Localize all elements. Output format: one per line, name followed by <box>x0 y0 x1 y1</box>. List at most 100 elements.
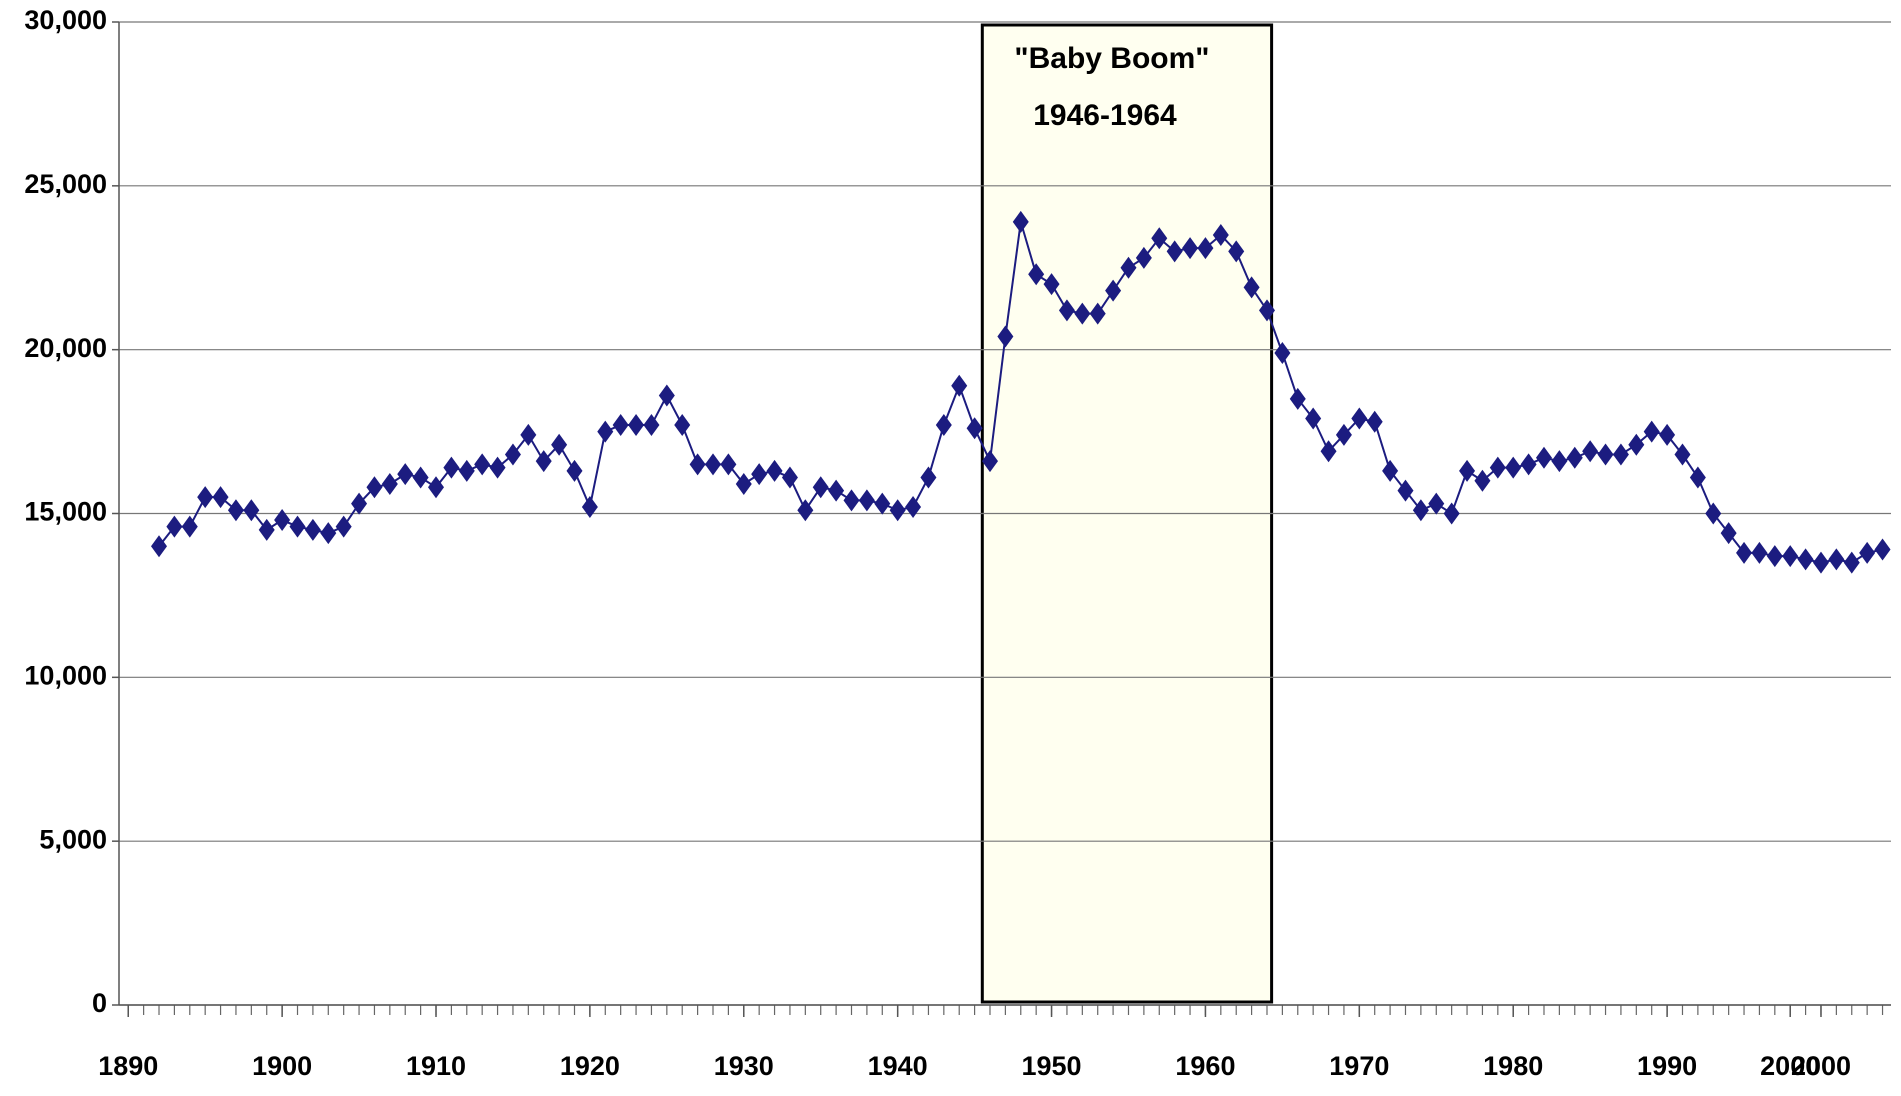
marker <box>1674 443 1691 466</box>
marker <box>874 492 891 515</box>
marker <box>1151 227 1168 250</box>
marker <box>1535 446 1552 469</box>
marker <box>751 463 768 486</box>
marker <box>1474 469 1491 492</box>
marker <box>181 515 198 538</box>
marker <box>1505 456 1522 479</box>
marker <box>397 463 414 486</box>
y-tick-label: 15,000 <box>24 497 107 527</box>
x-tick-label: 1920 <box>560 1051 620 1081</box>
marker <box>1043 273 1060 296</box>
marker <box>1012 210 1029 233</box>
marker <box>858 489 875 512</box>
marker <box>520 423 537 446</box>
marker <box>1397 479 1414 502</box>
marker <box>412 466 429 489</box>
marker <box>1351 407 1368 430</box>
x-tick-label: 1990 <box>1637 1051 1697 1081</box>
marker <box>366 476 383 499</box>
marker <box>1659 423 1676 446</box>
marker <box>1797 548 1814 571</box>
marker <box>551 433 568 456</box>
marker <box>981 450 998 473</box>
marker <box>797 499 814 522</box>
marker <box>1105 279 1122 302</box>
marker <box>1243 276 1260 299</box>
y-tick-label: 0 <box>92 988 107 1018</box>
marker <box>1628 433 1645 456</box>
marker <box>1597 443 1614 466</box>
marker <box>351 492 368 515</box>
marker <box>628 414 645 437</box>
marker <box>1335 423 1352 446</box>
x-tick-label: 1980 <box>1483 1051 1543 1081</box>
y-tick-label: 5,000 <box>39 824 107 854</box>
marker <box>689 453 706 476</box>
marker <box>1258 299 1275 322</box>
marker <box>566 459 583 482</box>
x-tick-label: 1900 <box>252 1051 312 1081</box>
marker <box>1520 453 1537 476</box>
marker <box>1736 541 1753 564</box>
marker <box>1489 456 1506 479</box>
marker <box>1366 410 1383 433</box>
marker <box>335 515 352 538</box>
marker <box>227 499 244 522</box>
marker <box>1058 299 1075 322</box>
x-tick-label: 1940 <box>868 1051 928 1081</box>
marker <box>905 495 922 518</box>
marker <box>705 453 722 476</box>
x-tick-label: 2000 <box>1760 1051 1820 1081</box>
y-tick-label: 20,000 <box>24 333 107 363</box>
marker <box>658 384 675 407</box>
x-tick-label: 1930 <box>714 1051 774 1081</box>
marker <box>781 466 798 489</box>
marker <box>258 518 275 541</box>
marker <box>1074 302 1091 325</box>
marker <box>997 325 1014 348</box>
marker <box>1289 387 1306 410</box>
y-tick-label: 10,000 <box>24 660 107 690</box>
x-tick-label: 1970 <box>1329 1051 1389 1081</box>
marker <box>1459 459 1476 482</box>
annotation-subtitle: 1946-1964 <box>1033 99 1177 132</box>
marker <box>1428 492 1445 515</box>
marker <box>1705 502 1722 525</box>
marker <box>1720 522 1737 545</box>
marker <box>1751 541 1768 564</box>
marker <box>197 486 214 509</box>
marker <box>1274 341 1291 364</box>
marker <box>1412 499 1429 522</box>
marker <box>766 459 783 482</box>
marker <box>735 473 752 496</box>
y-tick-label: 30,000 <box>24 5 107 35</box>
marker <box>1382 459 1399 482</box>
marker <box>935 414 952 437</box>
marker <box>1212 223 1229 246</box>
marker <box>274 509 291 532</box>
marker <box>428 476 445 499</box>
marker <box>1566 446 1583 469</box>
marker <box>1812 551 1829 574</box>
marker <box>1305 407 1322 430</box>
marker <box>166 515 183 538</box>
x-tick-label: 1950 <box>1022 1051 1082 1081</box>
marker <box>966 417 983 440</box>
marker <box>1551 450 1568 473</box>
marker <box>1135 246 1152 269</box>
annotation-title: "Baby Boom" <box>1014 42 1209 75</box>
marker <box>1828 548 1845 571</box>
marker <box>889 499 906 522</box>
marker <box>1228 240 1245 263</box>
marker <box>489 456 506 479</box>
marker <box>1089 302 1106 325</box>
marker <box>843 489 860 512</box>
marker <box>674 414 691 437</box>
marker <box>1120 256 1137 279</box>
x-tick-label: 1960 <box>1175 1051 1235 1081</box>
x-tick-label: 1890 <box>98 1051 158 1081</box>
marker <box>1843 551 1860 574</box>
marker <box>828 479 845 502</box>
marker <box>812 476 829 499</box>
marker <box>304 518 321 541</box>
